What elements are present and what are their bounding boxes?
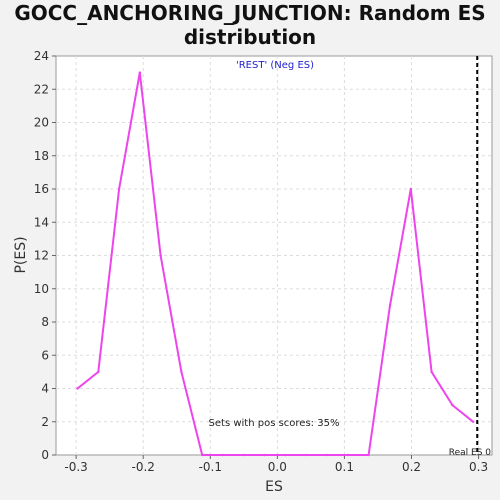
x-tick-label: -0.2 [131, 460, 154, 474]
x-tick-label: 0.1 [335, 460, 354, 474]
y-axis-label: P(ES) [13, 236, 29, 273]
x-tick-label: 0.2 [402, 460, 421, 474]
plot-subtitle: 'REST' (Neg ES) [236, 60, 314, 71]
real-es-label: Real ES 0 [449, 448, 492, 458]
data-point [242, 453, 246, 457]
y-tick-label: 10 [34, 282, 49, 296]
y-tick-label: 22 [34, 82, 49, 96]
y-tick-label: 4 [41, 382, 49, 396]
y-tick-label: 8 [41, 315, 49, 329]
data-point [180, 370, 183, 374]
data-point [451, 403, 454, 407]
data-point [159, 254, 162, 257]
es-distribution-line [76, 72, 474, 456]
data-point [388, 304, 392, 307]
x-tick-label: 0.0 [268, 460, 287, 474]
x-tick-label: -0.3 [64, 460, 87, 474]
data-point [97, 370, 100, 374]
pos-scores-annotation: Sets with pos scores: 35% [209, 418, 340, 429]
y-tick-label: 12 [34, 249, 49, 263]
x-tick-label: 0.3 [469, 460, 488, 474]
data-point [325, 453, 329, 457]
y-tick-label: 20 [34, 116, 49, 130]
y-tick-label: 2 [41, 415, 49, 429]
data-point [346, 453, 349, 457]
es-distribution-points [76, 71, 475, 457]
data-point [201, 453, 204, 457]
y-tick-label: 0 [41, 448, 49, 462]
data-point [409, 187, 413, 191]
y-tick-label: 14 [34, 215, 49, 229]
data-point [304, 453, 308, 457]
x-tick-labels: -0.3 -0.2 -0.1 0.0 0.1 0.2 0.3 [64, 460, 488, 474]
grid-lines [56, 56, 492, 455]
y-tick-label: 6 [41, 348, 49, 362]
x-axis-label: ES [265, 479, 283, 495]
data-point [76, 387, 79, 390]
y-tick-label: 18 [34, 149, 49, 163]
data-point [284, 453, 287, 457]
y-tick-label: 16 [34, 182, 49, 196]
data-point [367, 453, 370, 457]
chart-title: GOCC_ANCHORING_JUNCTION: Random ES distr… [14, 1, 486, 49]
data-point [221, 453, 225, 457]
y-tick-label: 24 [34, 49, 49, 63]
data-point [430, 370, 433, 374]
data-point [263, 453, 266, 457]
data-point [472, 420, 475, 423]
data-point [138, 71, 142, 74]
x-tick-label: -0.1 [199, 460, 222, 474]
data-point [117, 187, 121, 191]
